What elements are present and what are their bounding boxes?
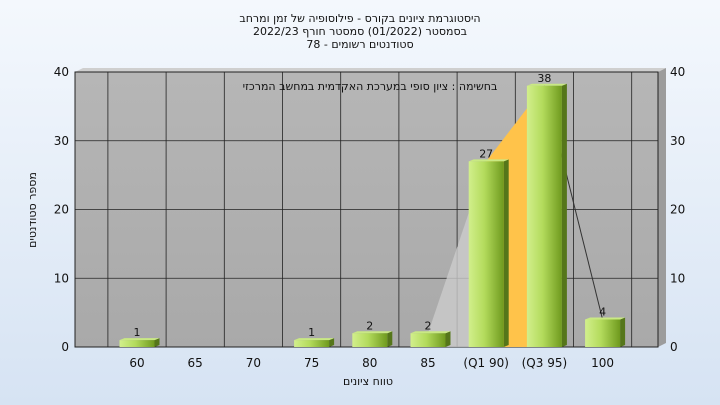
y-tick-label-right: 10 xyxy=(670,271,685,285)
y-axis-label: מספר סטודנטים xyxy=(26,172,39,248)
y-tick-label-left: 40 xyxy=(54,65,69,79)
bar-top xyxy=(526,83,567,86)
chart-title-line-3: סטודנטים רשומים - 78 xyxy=(306,38,414,51)
bar-side xyxy=(329,338,335,347)
x-tick-label: (Q3 95) xyxy=(522,356,568,370)
bar-value-label: 1 xyxy=(308,326,315,339)
plot-side-wall xyxy=(658,68,666,347)
y-tick-label-left: 20 xyxy=(54,203,69,217)
y-tick-label-right: 20 xyxy=(670,203,685,217)
x-tick-label: 80 xyxy=(362,356,377,370)
y-tick-label-left: 0 xyxy=(61,340,69,354)
bar-side xyxy=(503,159,509,347)
x-tick-label: 75 xyxy=(304,356,319,370)
bar xyxy=(585,319,621,347)
bar-side xyxy=(620,317,626,347)
y-tick-label-right: 40 xyxy=(670,65,685,79)
bar-side xyxy=(154,338,160,347)
bar-value-label: 1 xyxy=(134,326,141,339)
bar-top xyxy=(119,338,160,341)
bar xyxy=(352,333,388,347)
bar-value-label: 2 xyxy=(425,319,432,332)
bar-value-label: 38 xyxy=(537,72,551,85)
bar-top xyxy=(468,159,509,162)
bar xyxy=(468,161,504,347)
bar-value-label: 2 xyxy=(366,319,373,332)
chart-title-line-2: בסמסטר (01/2022) סמסטר חורף 2022/23 xyxy=(253,25,467,38)
y-tick-label-right: 30 xyxy=(670,134,685,148)
y-tick-label-left: 30 xyxy=(54,134,69,148)
bar-side xyxy=(445,331,451,347)
bar xyxy=(410,333,446,347)
chart-annotation: בחשימה : ציון סופי במערכת האקדמית במחשב … xyxy=(243,80,498,93)
bar-value-label: 4 xyxy=(599,306,606,319)
x-tick-label: 65 xyxy=(188,356,203,370)
bar xyxy=(526,85,562,347)
chart-title-line-1: היסטוגרמת ציונים בקורס - פילוסופיה של זמ… xyxy=(239,12,481,25)
plot-top-wall xyxy=(75,68,666,72)
bar-top xyxy=(410,331,451,334)
x-axis-label: טווח ציונים xyxy=(343,375,393,388)
bar-top xyxy=(294,338,335,341)
x-tick-label: 60 xyxy=(129,356,144,370)
bar-side xyxy=(561,83,567,347)
bar-top xyxy=(585,317,626,320)
x-tick-label: 70 xyxy=(246,356,261,370)
bar xyxy=(294,340,330,347)
bar-side xyxy=(387,331,393,347)
y-tick-label-left: 10 xyxy=(54,271,69,285)
bar-top xyxy=(352,331,393,334)
x-tick-label: 100 xyxy=(591,356,614,370)
x-tick-label: 85 xyxy=(420,356,435,370)
x-tick-label: (Q1 90) xyxy=(463,356,509,370)
bar xyxy=(119,340,155,347)
y-tick-label-right: 0 xyxy=(670,340,678,354)
bar-value-label: 27 xyxy=(479,147,493,160)
